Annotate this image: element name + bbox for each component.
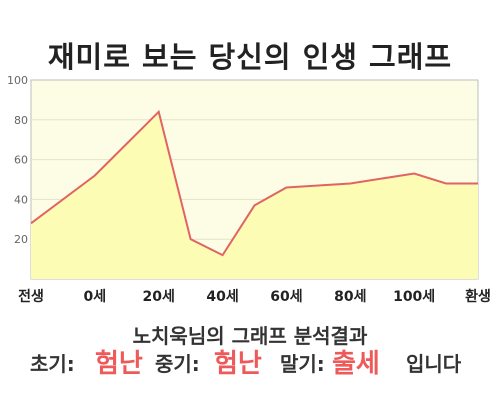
y-tick-label: 20 [14, 233, 28, 246]
x-tick-label: 20세 [143, 289, 175, 305]
late-label: 말기: [280, 352, 325, 376]
x-tick-label: 80세 [334, 289, 366, 305]
analysis-result: 초기: 험난 중기: 험난 말기: 출세 입니다 [0, 346, 500, 382]
x-tick-label: 0세 [84, 289, 107, 305]
y-tick-label: 40 [14, 193, 28, 206]
series-line [30, 109, 478, 257]
x-tick-label: 환생 [465, 288, 491, 305]
y-tick-label: 80 [14, 114, 28, 127]
x-tick-label: 60세 [270, 289, 302, 305]
mid-label: 중기: [155, 352, 200, 376]
chart-title: 재미로 보는 당신의 인생 그래프 [47, 40, 453, 74]
analysis-title: 노치욱님의 그래프 분석결과 [132, 324, 368, 348]
mid-value: 험난 [214, 349, 262, 379]
x-axis-labels: 전생 0세 20세 40세 60세 80세 100세 환생 [18, 288, 491, 305]
y-tick-label: 100 [7, 74, 28, 87]
y-tick-label: 60 [14, 154, 28, 167]
suffix-text: 입니다 [406, 352, 462, 376]
early-label: 초기: [30, 352, 75, 376]
life-graph-chart: 20 40 60 80 100 전생 0세 20세 40세 60세 80세 100세 환생 [7, 74, 491, 305]
x-tick-label: 40세 [206, 289, 238, 305]
late-value: 출세 [332, 349, 380, 379]
x-tick-label: 전생 [18, 288, 44, 305]
area-fill [31, 111, 478, 279]
early-value: 험난 [95, 349, 143, 379]
x-tick-label: 100세 [393, 289, 435, 305]
y-axis-labels: 20 40 60 80 100 [7, 74, 28, 246]
